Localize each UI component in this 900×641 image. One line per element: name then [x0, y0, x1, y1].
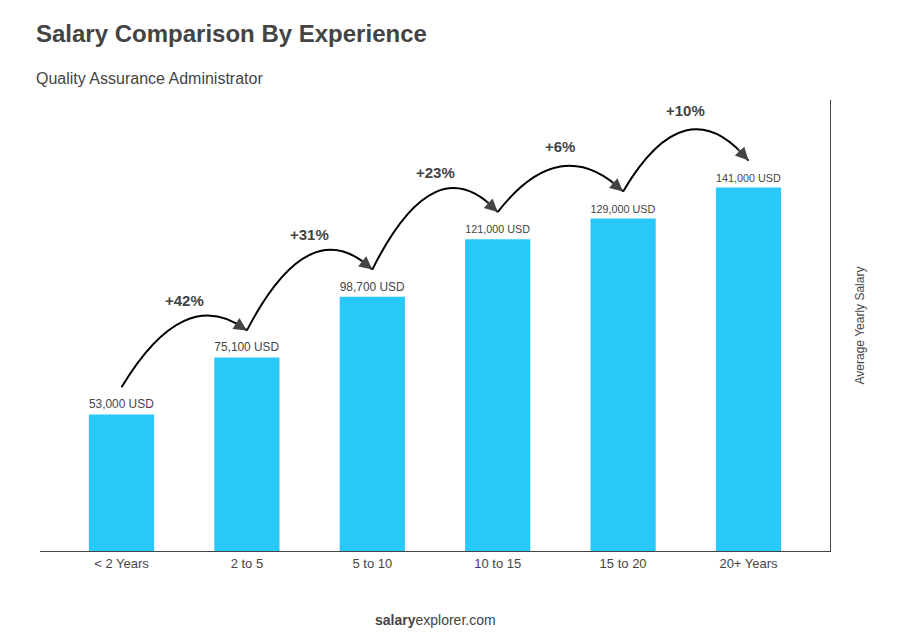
svg-text:141,000 USD: 141,000 USD — [716, 172, 781, 184]
svg-text:+23%: +23% — [416, 164, 455, 181]
svg-text:53,000 USD: 53,000 USD — [89, 397, 154, 411]
svg-text:2 to 5: 2 to 5 — [231, 556, 264, 571]
svg-text:+31%: +31% — [290, 226, 329, 243]
svg-text:75,100 USD: 75,100 USD — [214, 340, 279, 354]
svg-text:10 to 15: 10 to 15 — [474, 556, 521, 571]
svg-text:Average Yearly Salary: Average Yearly Salary — [853, 267, 867, 385]
svg-text:15 to 20: 15 to 20 — [600, 556, 647, 571]
svg-text:salaryexplorer.com: salaryexplorer.com — [375, 612, 496, 628]
svg-text:121,000 USD: 121,000 USD — [465, 223, 530, 235]
svg-text:< 2 Years: < 2 Years — [94, 556, 149, 571]
svg-text:Quality Assurance Administrato: Quality Assurance Administrator — [36, 70, 263, 87]
svg-text:Salary Comparison By Experienc: Salary Comparison By Experience — [36, 20, 427, 47]
svg-text:+42%: +42% — [165, 292, 204, 309]
svg-text:+10%: +10% — [666, 102, 705, 119]
svg-text:+6%: +6% — [545, 138, 575, 155]
svg-text:5 to 10: 5 to 10 — [352, 556, 392, 571]
svg-text:129,000 USD: 129,000 USD — [591, 203, 656, 215]
svg-text:98,700 USD: 98,700 USD — [340, 280, 405, 294]
svg-text:20+ Years: 20+ Years — [719, 556, 778, 571]
